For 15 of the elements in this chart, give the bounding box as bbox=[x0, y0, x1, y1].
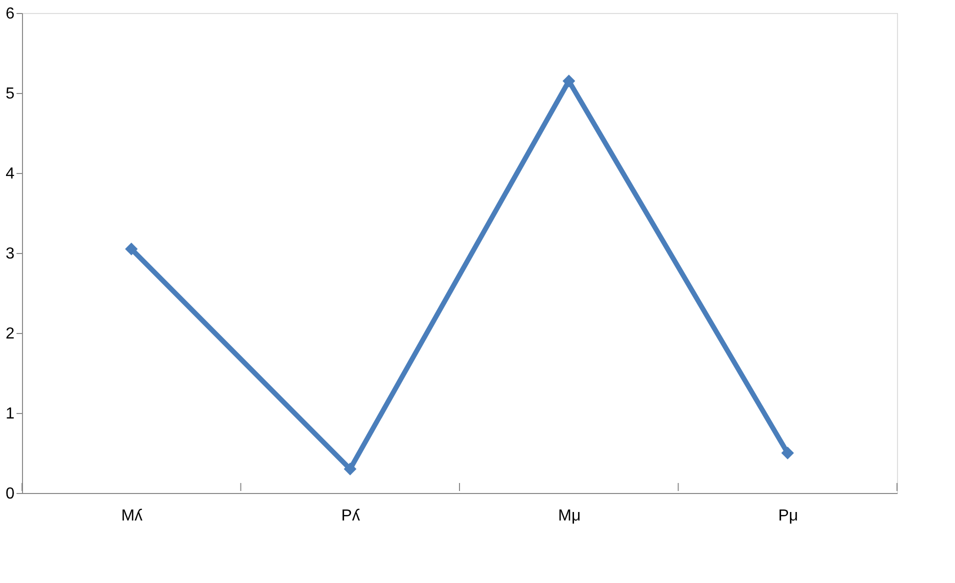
y-tick-label: 4 bbox=[6, 166, 15, 182]
x-tick-label: Mʎ bbox=[121, 508, 143, 524]
y-tick-label: 5 bbox=[6, 86, 15, 102]
point bbox=[781, 446, 794, 460]
y-tick-label: 0 bbox=[6, 486, 15, 502]
y-tick-label: 1 bbox=[6, 406, 15, 422]
y-tick-label: 6 bbox=[6, 6, 15, 22]
point bbox=[344, 462, 356, 476]
x-tick-label: Pμ bbox=[778, 508, 798, 524]
point bbox=[562, 74, 576, 88]
point bbox=[125, 242, 138, 256]
y-tick-label: 3 bbox=[6, 246, 15, 262]
x-tick-label: Pʎ bbox=[341, 508, 360, 524]
y-tick-label: 2 bbox=[6, 326, 15, 342]
x-tick-label: Mμ bbox=[558, 508, 581, 524]
